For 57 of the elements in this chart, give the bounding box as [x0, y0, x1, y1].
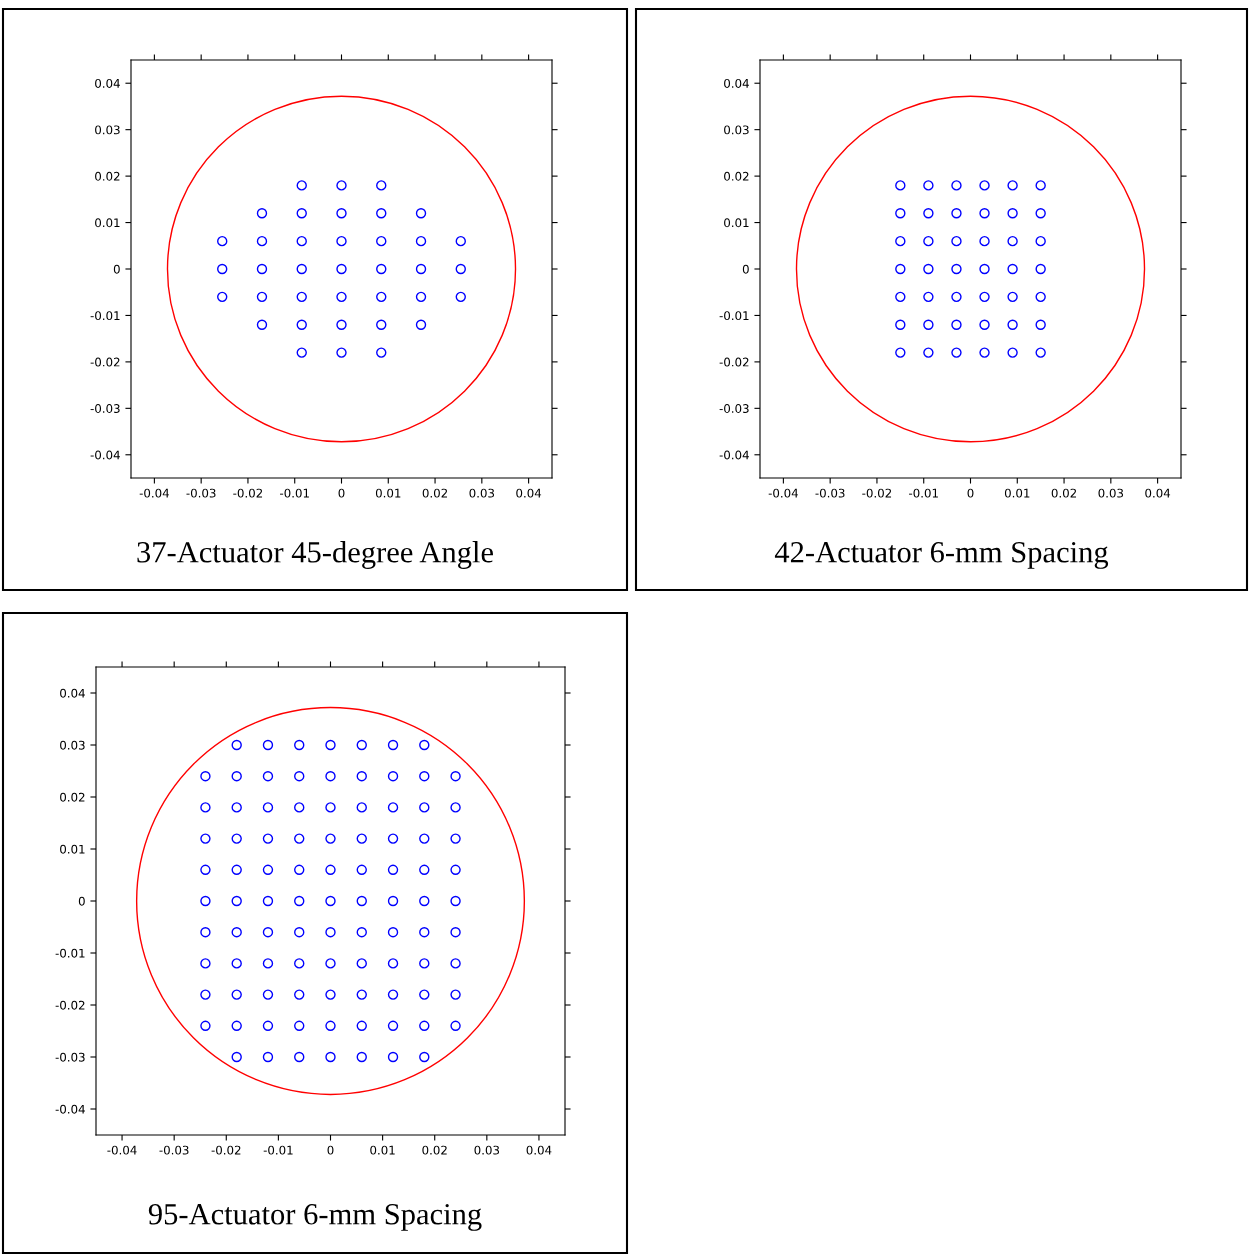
y-tick-label: -0.01	[55, 948, 85, 958]
y-tick-label: 0.02	[724, 171, 749, 181]
y-tick-label: 0.01	[95, 218, 120, 228]
x-tick-label: 0.03	[474, 1145, 500, 1155]
y-tick-label: 0	[78, 896, 85, 906]
x-tick-label: 0	[338, 488, 345, 498]
x-tick-label: -0.02	[233, 488, 263, 498]
y-tick-label: 0.01	[724, 218, 749, 228]
x-tick-label: 0.04	[1145, 488, 1171, 498]
x-tick-label: 0.01	[370, 1145, 395, 1155]
text: 37-Actuator 45-degree Angle	[137, 541, 493, 569]
y-tick-label: 0.03	[724, 125, 749, 135]
x-tick-label: 0.04	[526, 1145, 552, 1155]
y-tick-label: 0.01	[60, 844, 85, 854]
x-tick-label: -0.02	[862, 488, 892, 498]
y-tick-label: 0.03	[95, 125, 120, 135]
y-tick-label: -0.04	[719, 450, 749, 460]
x-tick-label: -0.01	[263, 1145, 293, 1155]
x-tick-label: 0.04	[516, 488, 542, 498]
y-tick-label: -0.02	[55, 1000, 85, 1010]
y-tick-label: -0.01	[90, 311, 120, 321]
x-tick-label: -0.04	[107, 1145, 137, 1155]
x-tick-label: 0.02	[422, 488, 448, 498]
y-tick-label: -0.03	[719, 404, 749, 413]
y-tick-label: -0.01	[719, 311, 749, 321]
x-tick-label: 0.01	[375, 488, 401, 498]
y-tick-label: -0.02	[719, 357, 749, 367]
x-tick-label: -0.01	[909, 488, 938, 498]
x-tick-label: 0.02	[422, 1145, 447, 1155]
x-tick-label: 0	[327, 1145, 334, 1155]
y-tick-label: -0.03	[90, 404, 120, 413]
y-tick-label: 0.03	[60, 740, 85, 750]
x-tick-label: 0.03	[469, 488, 495, 498]
y-tick-label: 0	[113, 264, 120, 274]
x-tick-label: 0.01	[1004, 488, 1030, 498]
x-tick-label: -0.03	[159, 1145, 189, 1155]
x-tick-label: -0.03	[815, 488, 845, 498]
x-tick-label: -0.02	[211, 1145, 241, 1155]
x-tick-label: -0.04	[768, 488, 798, 498]
y-tick-label: 0	[742, 264, 749, 274]
y-tick-label: 0.04	[95, 78, 120, 88]
x-tick-label: -0.04	[139, 488, 169, 498]
x-tick-label: 0.03	[1098, 488, 1124, 498]
x-tick-label: -0.01	[280, 488, 309, 498]
x-tick-label: -0.03	[186, 488, 216, 498]
y-tick-label: -0.02	[90, 357, 120, 367]
text: 42-Actuator 6-mm Spacing	[774, 542, 1109, 569]
y-tick-label: 0.04	[60, 688, 85, 698]
y-tick-label: -0.03	[55, 1052, 85, 1062]
text: 95-Actuator 6-mm Spacing	[148, 1204, 482, 1231]
y-tick-label: 0.02	[60, 792, 85, 802]
y-tick-label: -0.04	[90, 450, 120, 460]
y-tick-label: 0.04	[724, 78, 749, 88]
x-tick-label: 0.02	[1051, 488, 1077, 498]
x-tick-label: 0	[967, 488, 974, 498]
y-tick-label: 0.02	[95, 171, 120, 181]
y-tick-label: -0.04	[55, 1104, 85, 1114]
